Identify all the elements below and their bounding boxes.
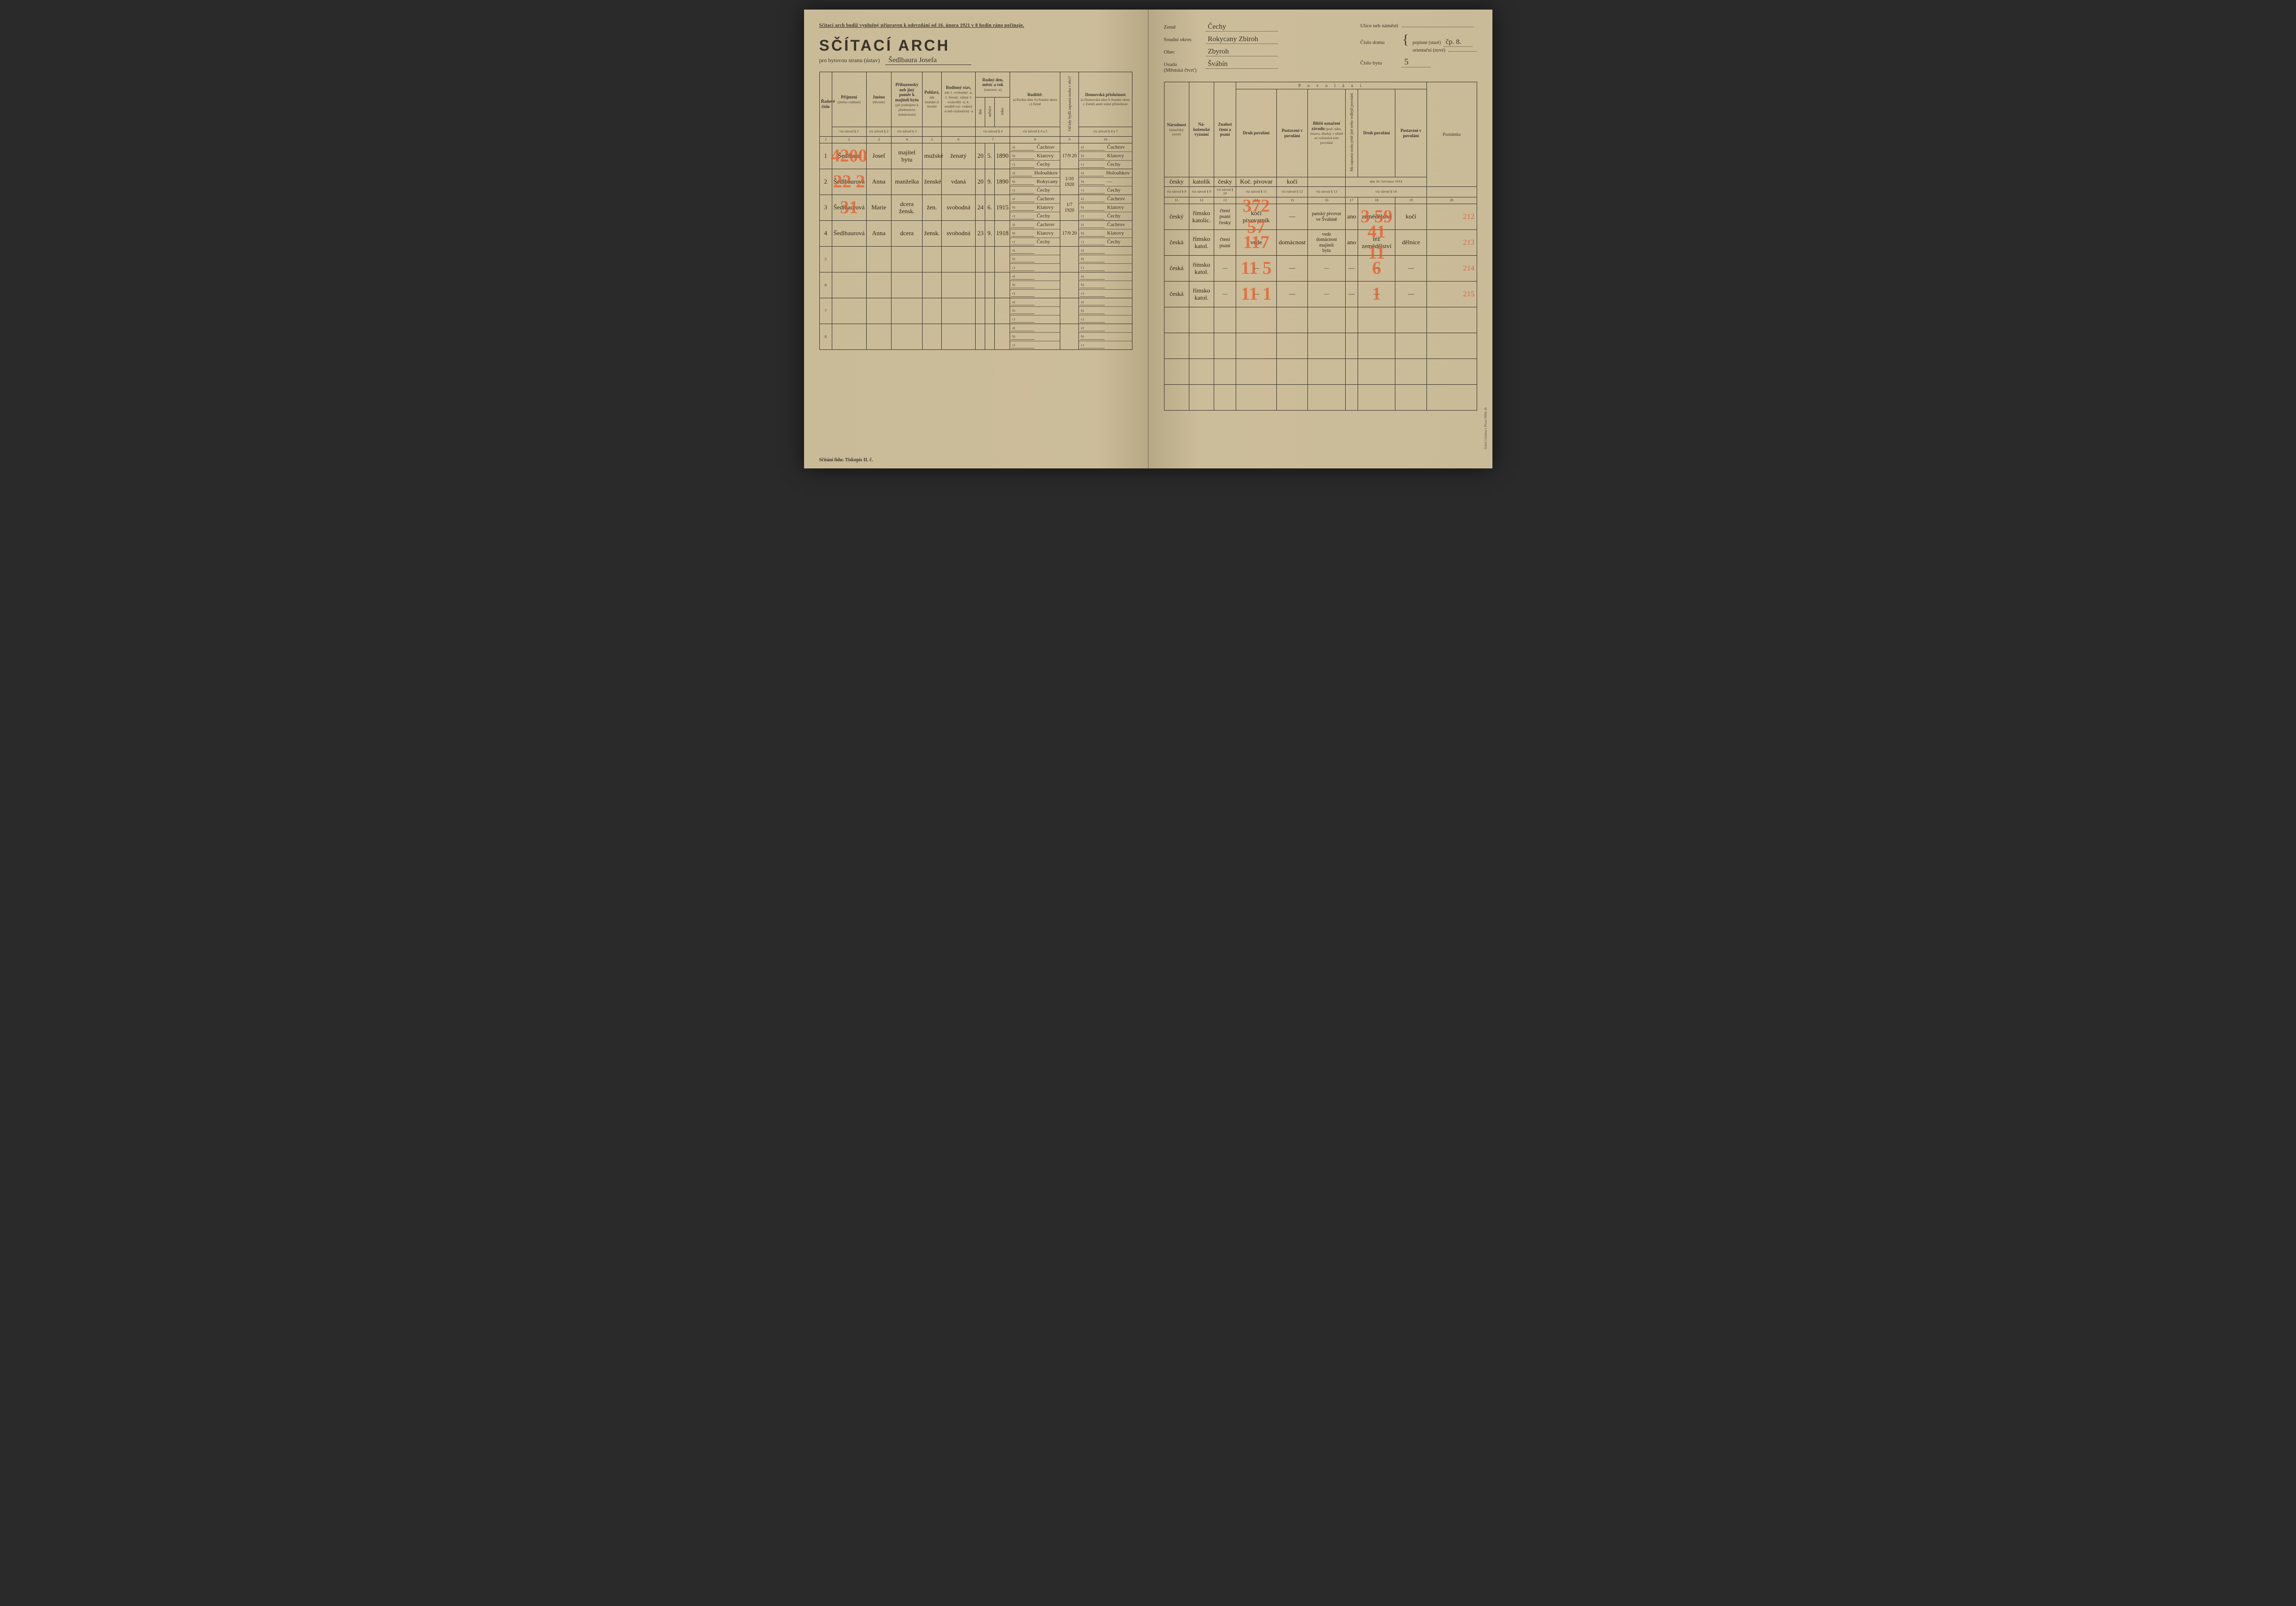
table-row bbox=[1164, 359, 1477, 385]
table-row: 4ŠedlbaurováAnnadceražensk.svobodná239.1… bbox=[819, 221, 1132, 247]
household-head: Šedlbaura Josefa bbox=[885, 56, 971, 65]
h-c7: Rodný den, měsíc a rok bbox=[982, 77, 1003, 87]
table-row: českářímsko katol.—―11 5――――6―214 bbox=[1164, 256, 1477, 282]
table-row: 8a)b)c)a)b)c) bbox=[819, 324, 1132, 350]
meta-block: ZeměČechy Soudní okresRokycany Zbiroh Ob… bbox=[1164, 23, 1477, 73]
left-colnums: 1 2 3 4 5 6 7 8 9 10 bbox=[819, 137, 1132, 143]
footer-left: Sčítání lidu: Tiskopis II. č. bbox=[819, 457, 873, 463]
printer-mark: Státní tiskárna v Praze 6084.-B. bbox=[1484, 407, 1488, 449]
table-row: 2Šedlbaurová22 2Annamanželkaženskévdaná2… bbox=[819, 169, 1132, 195]
top-instruction: Sčítací arch budiž vyplněný připraven k … bbox=[819, 23, 1132, 28]
table-row: 5a)b)c)a)b)c) bbox=[819, 247, 1132, 272]
table-row: 3Šedlbaurová31Mariedcera žensk.žen.svobo… bbox=[819, 195, 1132, 221]
h-c4: Příbuzenský neb jiný poměr k majiteli by… bbox=[895, 82, 918, 102]
main-title: SČÍTACÍ ARCH bbox=[819, 37, 950, 54]
table-row: českýřímsko katolic.čtení psaní českykoč… bbox=[1164, 204, 1477, 230]
h-c8: Rodiště: bbox=[1027, 92, 1043, 97]
table-row: 6a)b)c)a)b)c) bbox=[819, 272, 1132, 298]
subtitle-label: pro bytovou stranu (ústav) bbox=[819, 57, 880, 64]
h-c6: Rodinný stav, bbox=[946, 85, 971, 90]
h-c2: Příjmení bbox=[841, 95, 857, 99]
h-c5: Pohlaví, bbox=[925, 90, 939, 95]
left-tbody: 1Šedlbaur4200Josefmajitel bytumužskéžena… bbox=[819, 143, 1132, 350]
right-thead: Národnost(mateřský jazyk) Ná- boženské v… bbox=[1164, 82, 1477, 204]
table-row bbox=[1164, 333, 1477, 359]
census-table-left: Řadové číslo Příjmení(jméno rodinné) Jmé… bbox=[819, 72, 1132, 350]
right-tbody: českýřímsko katolic.čtení psaní českykoč… bbox=[1164, 204, 1477, 411]
census-table-right: Národnost(mateřský jazyk) Ná- boženské v… bbox=[1164, 82, 1477, 411]
census-book: Sčítací arch budiž vyplněný připraven k … bbox=[804, 10, 1492, 468]
left-thead: Řadové číslo Příjmení(jméno rodinné) Jmé… bbox=[819, 72, 1132, 143]
left-page: Sčítací arch budiž vyplněný připraven k … bbox=[804, 10, 1149, 468]
h-c9: Od kdy bydlí zapsaná osoba v obci? bbox=[1066, 73, 1073, 134]
table-row bbox=[1164, 385, 1477, 411]
table-row: 7a)b)c)a)b)c) bbox=[819, 298, 1132, 324]
h-c3: Jméno bbox=[873, 95, 885, 99]
table-row: českářímsko katol.čtení psanívede117domá… bbox=[1164, 230, 1477, 256]
table-row: 1Šedlbaur4200Josefmajitel bytumužskéžena… bbox=[819, 143, 1132, 169]
right-page: ZeměČechy Soudní okresRokycany Zbiroh Ob… bbox=[1149, 10, 1492, 468]
table-row bbox=[1164, 307, 1477, 333]
h-c10: Domovská příslušnost bbox=[1085, 92, 1126, 97]
table-row: českářímsko katol.—―11 1――――1―215 bbox=[1164, 282, 1477, 307]
